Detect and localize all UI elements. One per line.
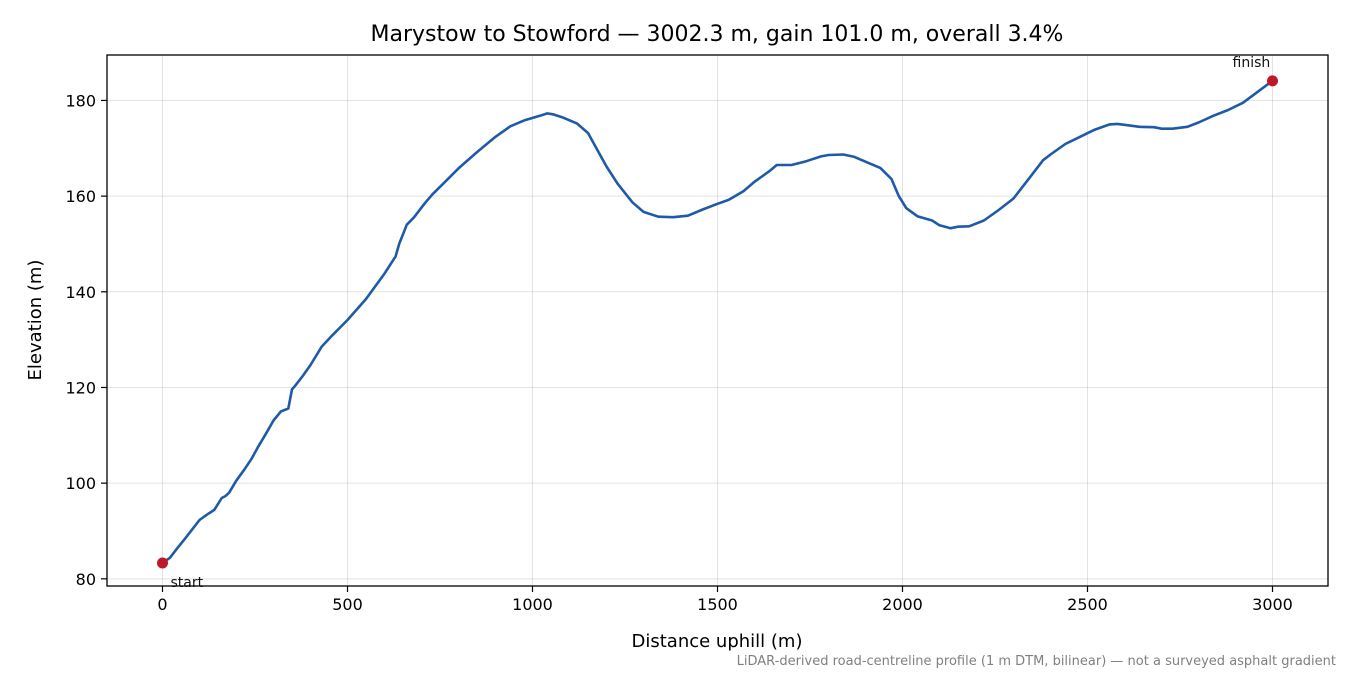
y-tick-label: 180 [65, 91, 96, 110]
y-tick-label: 140 [65, 283, 96, 302]
start-marker [157, 557, 168, 569]
y-tick-label: 100 [65, 474, 96, 493]
x-tick-label: 1000 [512, 595, 553, 614]
y-tick-label: 120 [65, 378, 96, 397]
x-tick-label: 1500 [697, 595, 738, 614]
footnote-caption: LiDAR-derived road-centreline profile (1… [737, 654, 1336, 669]
elevation-profile-line [161, 79, 1274, 565]
y-axis-label: Elevation (m) [25, 260, 46, 381]
chart-title: Marystow to Stowford — 3002.3 m, gain 10… [371, 22, 1064, 47]
x-tick-label: 2500 [1067, 595, 1108, 614]
y-axis-ticks: 80 100 120 140 160 180 [65, 91, 107, 589]
y-tick-label: 160 [65, 187, 96, 206]
x-tick-label: 0 [157, 595, 167, 614]
y-tick-label: 80 [76, 570, 96, 589]
x-axis-ticks: 0 500 1000 1500 2000 2500 3000 [157, 586, 1293, 614]
x-tick-label: 3000 [1252, 595, 1293, 614]
x-axis-label: Distance uphill (m) [632, 631, 803, 652]
finish-marker [1267, 75, 1278, 87]
grid-lines [107, 55, 1328, 586]
finish-label: finish [1233, 55, 1271, 71]
x-tick-label: 500 [332, 595, 363, 614]
start-label: start [171, 575, 204, 591]
x-tick-label: 2000 [882, 595, 923, 614]
route-markers: start finish [157, 55, 1278, 591]
